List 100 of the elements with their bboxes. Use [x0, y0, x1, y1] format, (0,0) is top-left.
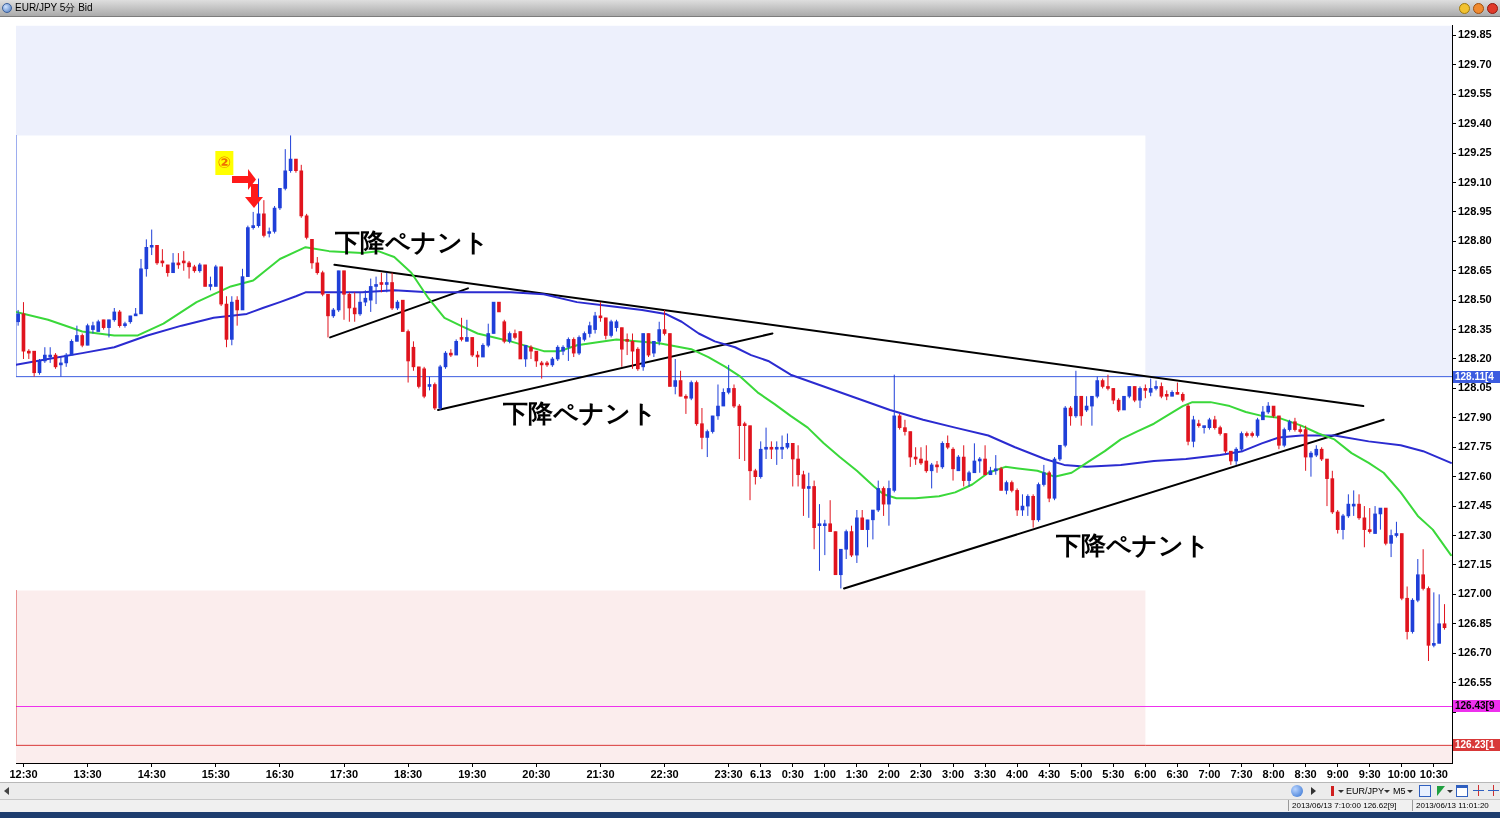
x-tick-label: 1:00 — [813, 767, 836, 780]
candlestick — [860, 509, 865, 531]
candlestick — [459, 317, 464, 342]
candlestick — [689, 380, 694, 401]
y-tick-label: 129.40 — [1458, 116, 1492, 129]
candlestick — [790, 442, 795, 487]
y-tick-label: 128.80 — [1458, 234, 1492, 247]
candlestick — [1341, 513, 1345, 540]
x-tick-label: 2:30 — [909, 767, 932, 780]
x-tick-label: 22:30 — [650, 767, 679, 780]
x-tick-label: 13:30 — [73, 767, 102, 780]
candlestick — [1074, 370, 1078, 419]
candlestick — [876, 480, 881, 513]
y-tick-label: 127.60 — [1458, 469, 1492, 482]
candlestick — [603, 317, 608, 340]
candlestick — [684, 393, 688, 415]
y-tick-label: 129.70 — [1458, 57, 1492, 70]
candlestick — [155, 244, 159, 266]
candlestick — [732, 383, 736, 409]
candlestick — [16, 309, 20, 327]
candlestick — [716, 383, 720, 421]
x-tick-label: 15:30 — [201, 767, 230, 780]
data-label: 126.23[1 — [1455, 739, 1495, 751]
candlestick — [828, 499, 832, 533]
candlestick — [796, 444, 800, 487]
candlestick — [470, 336, 475, 358]
x-tick-label: 6:00 — [1134, 767, 1157, 780]
candlestick — [1357, 493, 1361, 521]
text: EUR/JPY — [1346, 785, 1385, 797]
x-tick-label: 19:30 — [458, 767, 487, 780]
candlestick — [1325, 458, 1329, 507]
y-tick-label: 129.85 — [1458, 28, 1492, 41]
x-tick-label: 3:30 — [974, 767, 997, 780]
x-tick-label: 20:30 — [522, 767, 551, 780]
candlestick — [1282, 427, 1287, 448]
y-tick-label: 127.00 — [1458, 587, 1492, 600]
candlestick — [213, 264, 218, 287]
annotation: 下降ペナント — [501, 398, 657, 428]
candlestick — [700, 407, 704, 450]
y-tick-label: 127.15 — [1458, 557, 1492, 570]
candlestick — [822, 519, 827, 556]
candlestick — [983, 444, 987, 476]
candlestick — [1079, 395, 1084, 427]
candlestick — [806, 472, 811, 519]
y-tick-label: 127.30 — [1458, 528, 1492, 541]
x-tick-label: 18:30 — [394, 767, 423, 780]
candlestick — [326, 293, 330, 338]
candlestick — [235, 295, 239, 327]
x-tick-label: 9:00 — [1326, 767, 1349, 780]
y-tick-label: 129.25 — [1458, 146, 1492, 159]
x-tick-label: 10:30 — [1419, 767, 1448, 780]
candlestick — [1138, 385, 1142, 409]
candlestick — [149, 229, 154, 256]
candlestick — [75, 325, 79, 342]
candlestick — [262, 199, 266, 238]
candlestick — [951, 446, 955, 482]
x-tick-label: 10:00 — [1387, 767, 1416, 780]
y-tick-label: 128.05 — [1458, 381, 1492, 394]
y-tick-label: 128.20 — [1458, 352, 1492, 365]
candlestick — [123, 321, 127, 329]
candlestick — [379, 272, 384, 293]
data-label: 128.11[4 — [1455, 371, 1495, 383]
x-tick-label: 14:30 — [137, 767, 166, 780]
candlestick — [529, 344, 533, 360]
candlestick — [999, 466, 1003, 491]
x-tick-label: 21:30 — [586, 767, 615, 780]
candlestick — [1335, 509, 1340, 535]
y-tick-label: 126.70 — [1458, 646, 1492, 659]
candlestick — [817, 503, 822, 572]
y-tick-label: 126.85 — [1458, 616, 1492, 629]
x-tick-label: 5:30 — [1102, 767, 1125, 780]
text: 2013/06/13 7:10:00 126.62[9] — [1288, 800, 1397, 811]
candlestick — [705, 429, 710, 458]
text: M5 — [1393, 785, 1406, 797]
annotation: ② — [217, 153, 232, 173]
x-tick-label: 12:30 — [9, 767, 38, 780]
x-tick-label: 7:30 — [1230, 767, 1253, 780]
chart-title: EUR/JPY 5分 Bid — [15, 2, 93, 14]
y-tick-label: 128.95 — [1458, 204, 1492, 217]
candlestick — [1373, 505, 1377, 535]
y-tick-label: 128.50 — [1458, 293, 1492, 306]
x-tick-label: 6.13 — [750, 767, 772, 780]
x-tick-label: 4:00 — [1006, 767, 1029, 780]
x-tick-label: 5:00 — [1070, 767, 1093, 780]
y-tick-label: 126.55 — [1458, 675, 1492, 688]
x-tick-label: 16:30 — [265, 767, 294, 780]
x-tick-label: 1:30 — [845, 767, 868, 780]
x-tick-label: 17:30 — [329, 767, 359, 780]
candlestick — [1367, 507, 1372, 535]
candlestick — [352, 291, 357, 323]
candlestick — [871, 509, 875, 540]
x-tick-label: 4:30 — [1038, 767, 1061, 780]
candlestick — [571, 336, 576, 358]
candlestick — [1025, 493, 1030, 517]
candlestick — [187, 260, 191, 280]
candlestick — [1421, 548, 1425, 591]
x-tick-label: 8:30 — [1294, 767, 1317, 780]
annotation: 下降ペナント — [333, 227, 489, 257]
x-tick-label: 7:00 — [1198, 767, 1221, 780]
candlestick — [673, 358, 678, 395]
